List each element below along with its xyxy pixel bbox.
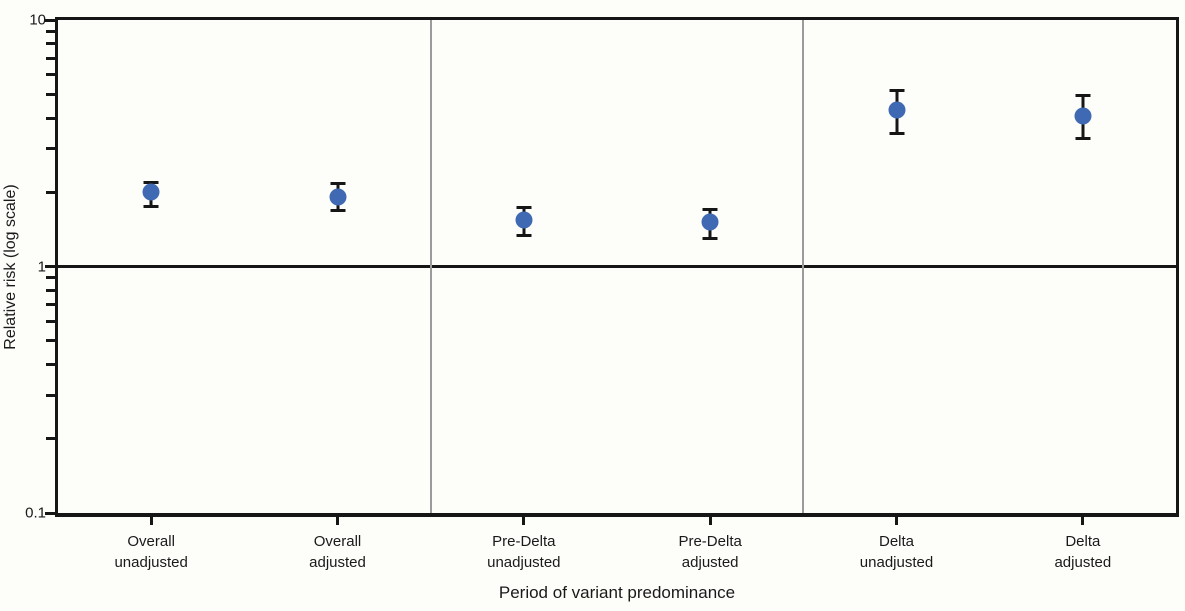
data-point: [142, 183, 160, 201]
error-bar-cap-bottom: [330, 208, 345, 212]
x-axis-tick: [1081, 516, 1085, 525]
error-bar-cap-bottom: [1075, 137, 1091, 141]
category-label-line1: Overall: [127, 533, 175, 550]
error-bar-cap-bottom: [143, 205, 159, 209]
y-axis-major-tick: [45, 18, 55, 22]
x-axis-tick: [336, 516, 339, 525]
data-point: [329, 188, 346, 206]
category-label-line2: unadjusted: [859, 554, 934, 571]
category-label-line1: Pre-Delta: [492, 533, 556, 550]
category-label: Pre-Delta unadjusted: [434, 531, 614, 573]
category-label: Overall adjusted: [248, 531, 428, 573]
y-axis-minor-tick: [46, 29, 55, 33]
error-bar-cap-top: [1075, 93, 1091, 97]
plot-area: [45, 17, 1179, 525]
x-axis-tick: [895, 516, 898, 525]
category-label-line2: adjusted: [309, 554, 366, 571]
category-label-line2: unadjusted: [114, 554, 188, 571]
data-point: [701, 213, 719, 231]
category-label-line1: Delta: [878, 533, 915, 550]
category-label-line2: adjusted: [1054, 554, 1112, 571]
x-axis-tick: [149, 516, 153, 525]
y-axis-tick-label: 0.1: [25, 504, 46, 522]
group-divider-line: [802, 20, 805, 513]
category-label-line2: unadjusted: [487, 554, 561, 571]
category-label: Overall unadjusted: [61, 531, 241, 573]
y-axis-minor-tick: [46, 147, 55, 151]
y-axis-minor-tick: [46, 276, 55, 280]
error-bar-cap-top: [889, 88, 904, 92]
y-axis-tick-label: 1: [37, 258, 46, 275]
y-axis-minor-tick: [46, 288, 55, 292]
data-point: [888, 101, 905, 119]
y-axis-minor-tick: [46, 339, 55, 343]
category-label-line1: Pre-Delta: [678, 533, 742, 550]
x-axis-tick: [522, 516, 526, 525]
y-axis-minor-tick: [46, 73, 55, 77]
y-axis-minor-tick: [46, 42, 55, 46]
y-axis-minor-tick: [46, 92, 55, 96]
y-axis-minor-tick: [46, 116, 55, 120]
y-axis-minor-tick: [46, 319, 55, 323]
error-bar-cap-bottom: [516, 234, 532, 238]
reference-line: [58, 265, 1176, 268]
error-bar-cap-top: [702, 207, 718, 211]
category-label-line1: Delta: [1065, 533, 1101, 550]
category-label-line2: adjusted: [681, 554, 739, 571]
y-axis-minor-tick: [46, 190, 55, 194]
y-axis-minor-tick: [46, 363, 55, 367]
y-axis-minor-tick: [46, 303, 55, 307]
error-bar-cap-bottom: [702, 236, 718, 240]
error-bar-cap-top: [516, 205, 532, 209]
x-axis-tick: [708, 516, 712, 525]
category-label: Delta adjusted: [993, 531, 1173, 573]
category-label: Delta unadjusted: [807, 531, 987, 573]
error-bar-cap-bottom: [889, 131, 904, 135]
error-bar-cap-top: [330, 182, 345, 186]
error-bar-cap-top: [143, 181, 159, 185]
y-axis-major-tick: [45, 511, 55, 515]
category-label-line1: Overall: [313, 533, 362, 550]
data-point: [1074, 107, 1092, 125]
group-divider-line: [429, 20, 432, 513]
data-point: [515, 211, 533, 229]
category-label: Pre-Delta adjusted: [620, 531, 800, 573]
y-axis-tick-label: 10: [29, 11, 46, 29]
y-axis-major-tick: [45, 265, 55, 268]
y-axis-minor-tick: [46, 437, 55, 441]
y-axis-minor-tick: [46, 56, 55, 60]
y-axis-minor-tick: [46, 393, 55, 397]
x-axis-title: Period of variant predominance: [498, 583, 736, 602]
